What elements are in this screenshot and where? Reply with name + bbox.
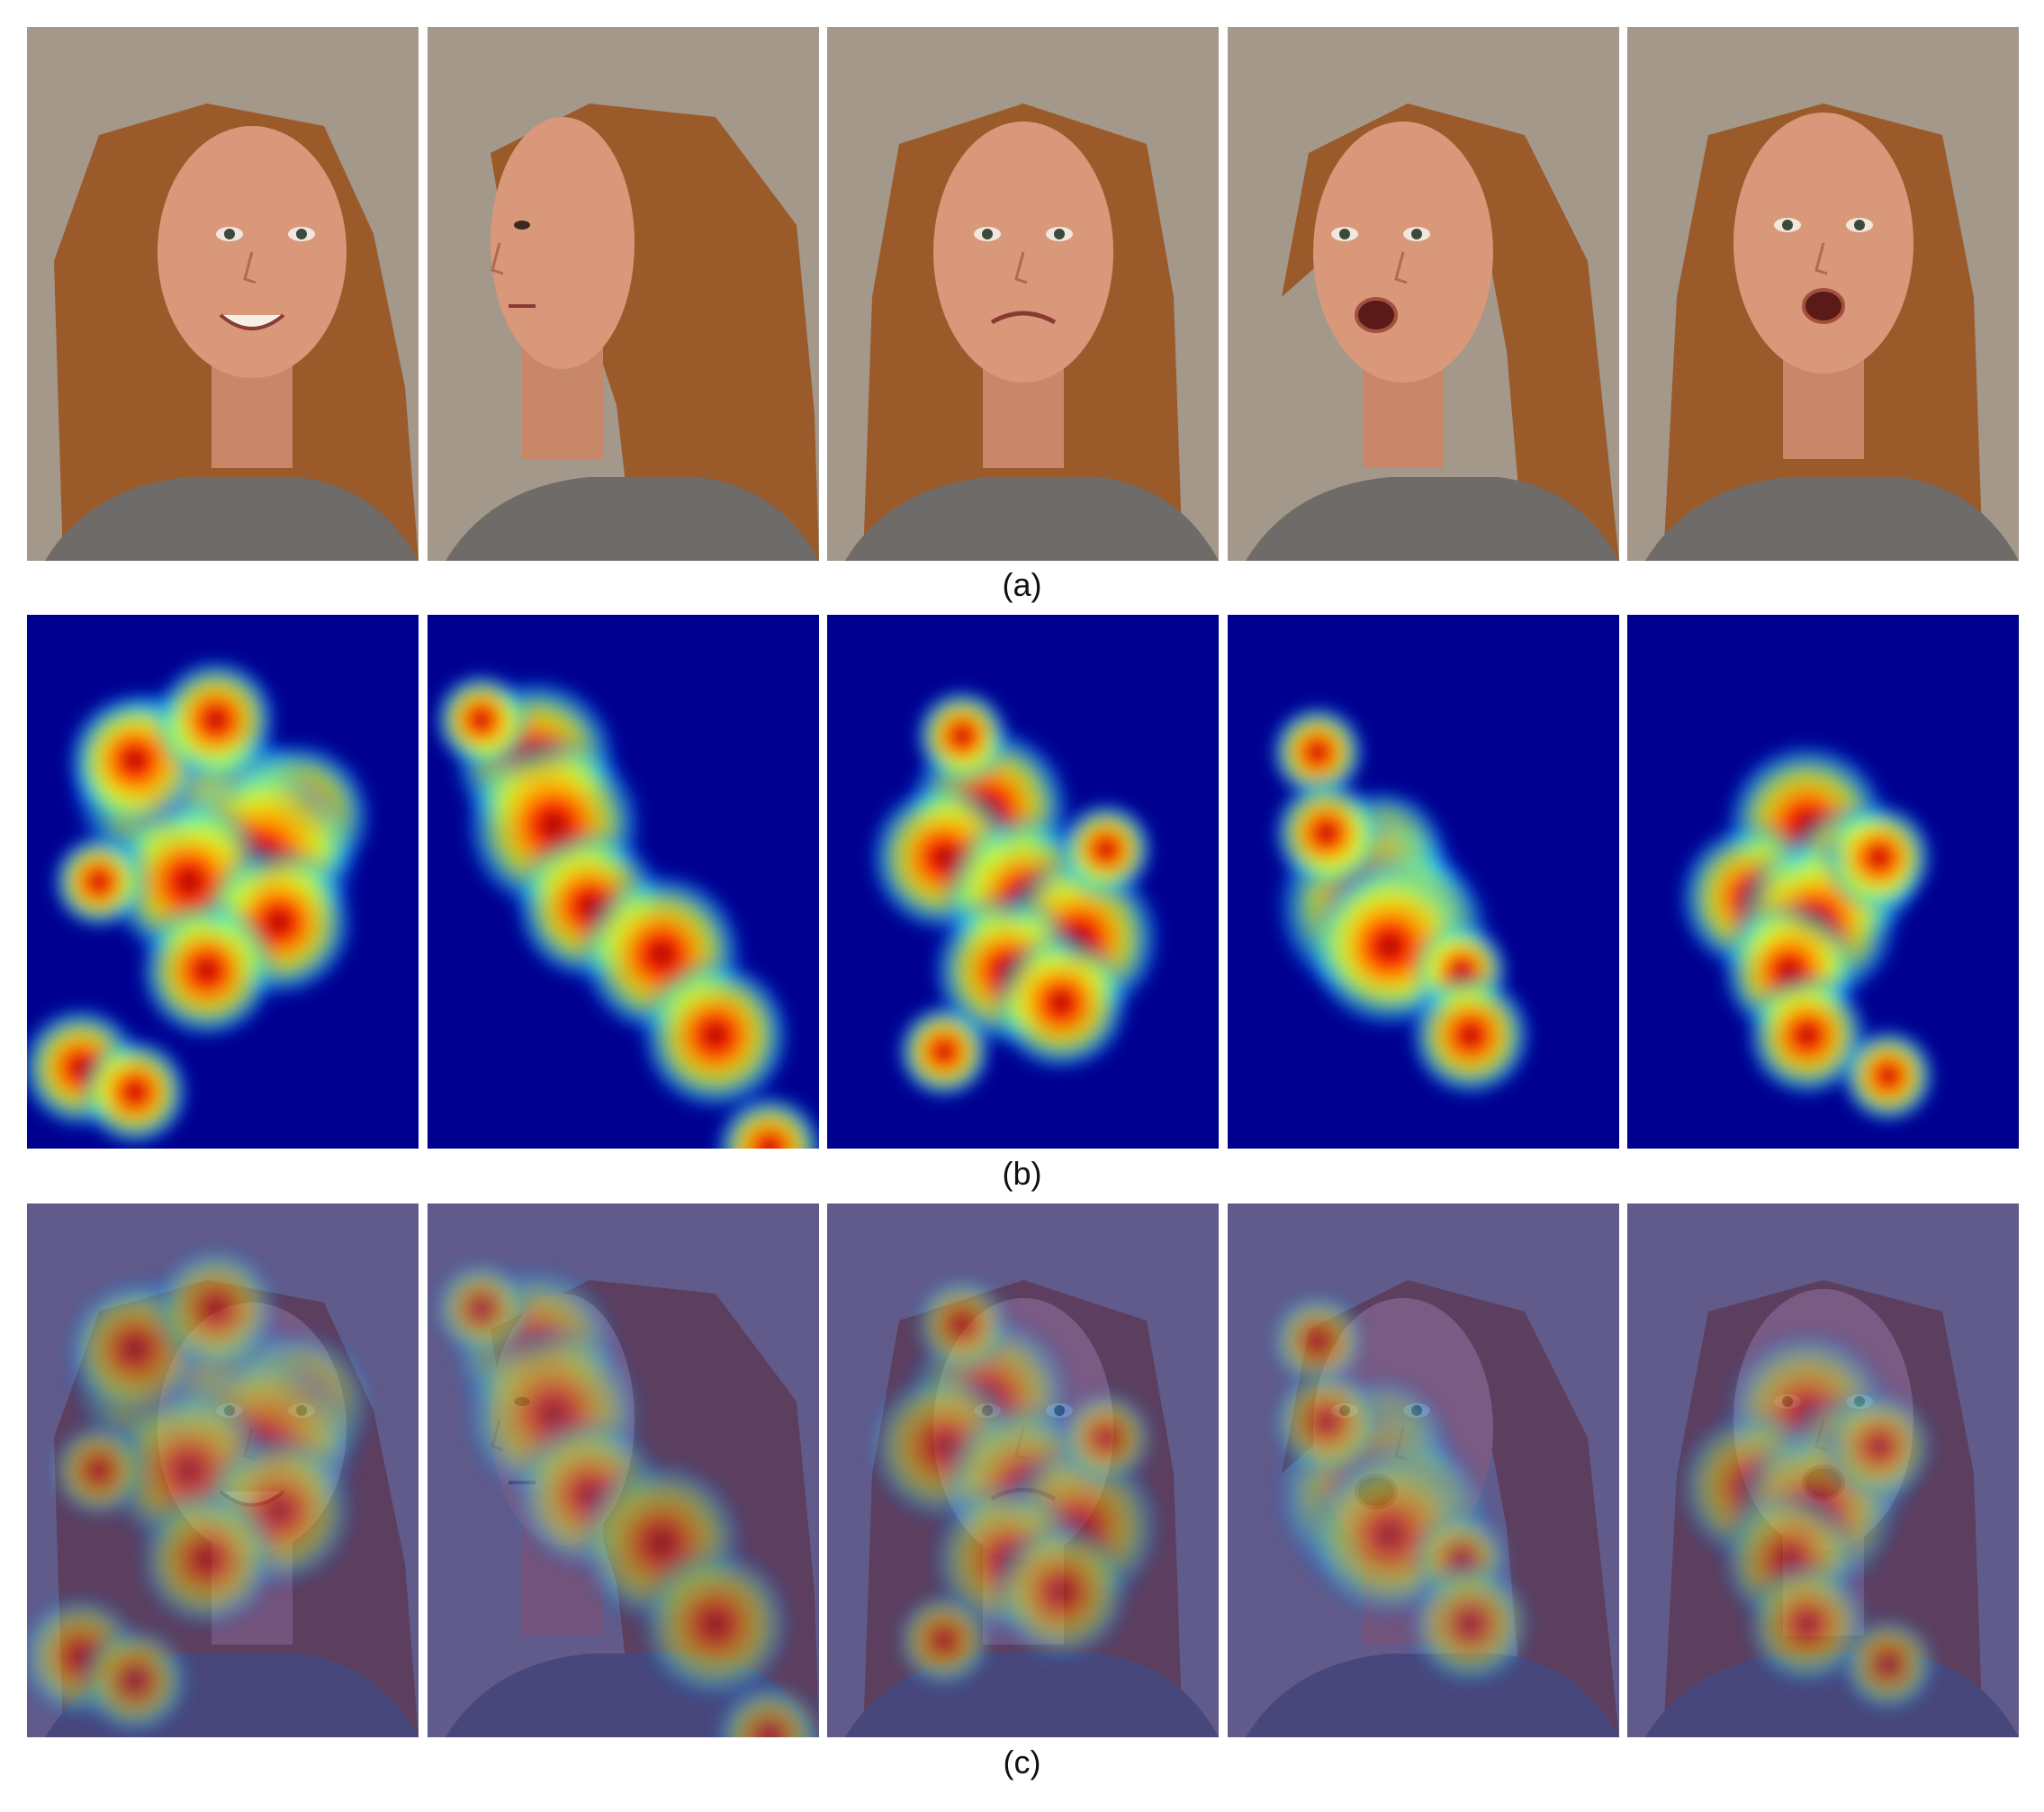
overlay-4 bbox=[1228, 1203, 1619, 1737]
face-neutral-left-profile bbox=[428, 27, 819, 561]
a-mouth bbox=[990, 311, 1057, 325]
a-iris bbox=[1782, 220, 1793, 230]
a-mouth bbox=[219, 313, 285, 330]
heatmap-3 bbox=[827, 615, 1219, 1149]
a-shirt bbox=[1246, 477, 1619, 561]
b-heat-blob bbox=[1269, 775, 1384, 891]
overlay-2-image bbox=[428, 1203, 819, 1737]
face-surprised-frontal bbox=[1627, 27, 2019, 561]
overlay-2 bbox=[428, 1203, 819, 1737]
c-heat-blob bbox=[1838, 1614, 1939, 1716]
a-nose bbox=[491, 242, 504, 275]
a-iris bbox=[1854, 220, 1865, 230]
overlay-5-image bbox=[1627, 1203, 2019, 1737]
face-surprised-right-three-quarter bbox=[1228, 27, 1619, 561]
face-happy-left-profile bbox=[27, 27, 419, 561]
overlay-row bbox=[27, 1203, 2021, 1737]
heatmap-2 bbox=[428, 615, 819, 1149]
heatmap-4 bbox=[1228, 615, 1619, 1149]
overlay-4-image bbox=[1228, 1203, 1619, 1737]
heatmap-4-image bbox=[1228, 615, 1619, 1149]
heatmap-1-image bbox=[27, 615, 419, 1149]
b-heat-blob bbox=[77, 1034, 193, 1149]
a-nose bbox=[1394, 251, 1408, 284]
face-happy-left-profile-image bbox=[27, 27, 419, 561]
a-iris bbox=[224, 229, 235, 239]
b-heat-blob bbox=[431, 669, 532, 771]
c-heat-blob bbox=[49, 1420, 149, 1521]
c-heat-blob bbox=[1822, 1388, 1937, 1504]
a-eye bbox=[514, 221, 530, 230]
caption-a: (a) bbox=[1002, 566, 1042, 603]
c-heat-blob bbox=[894, 1590, 995, 1691]
face-neutral-left-profile-image bbox=[428, 27, 819, 561]
a-mouth bbox=[1355, 297, 1398, 333]
a-mouth bbox=[1802, 288, 1845, 324]
b-heat-blob bbox=[912, 685, 1013, 787]
face-sad-frontal-image bbox=[827, 27, 1219, 561]
heatmap-3-image bbox=[827, 615, 1219, 1149]
b-heat-blob bbox=[1056, 798, 1157, 900]
c-heat-blob bbox=[1056, 1387, 1157, 1489]
caption-c: (c) bbox=[1003, 1744, 1041, 1780]
a-iris bbox=[982, 229, 993, 239]
heatmap-2-image bbox=[428, 615, 819, 1149]
b-heat-blob bbox=[49, 831, 149, 933]
a-nose bbox=[1014, 251, 1028, 284]
heatmap-row bbox=[27, 615, 2021, 1149]
a-iris bbox=[1339, 229, 1350, 239]
a-iris bbox=[296, 229, 307, 239]
c-heat-blob bbox=[1406, 1559, 1535, 1690]
a-shirt bbox=[1645, 477, 2019, 561]
b-heat-blob bbox=[636, 956, 795, 1115]
c-heat-blob bbox=[135, 1487, 279, 1632]
c-heat-blob bbox=[431, 1258, 532, 1359]
face-surprised-frontal-image bbox=[1627, 27, 2019, 561]
b-heat-blob bbox=[1267, 701, 1368, 803]
b-heat-blob bbox=[989, 931, 1133, 1076]
face-surprised-right-three-quarter-image bbox=[1228, 27, 1619, 561]
b-heat-blob bbox=[894, 1001, 995, 1103]
b-heat-blob bbox=[151, 654, 281, 785]
overlay-5 bbox=[1627, 1203, 2019, 1737]
heatmap-5 bbox=[1627, 615, 2019, 1149]
b-heat-blob bbox=[1406, 970, 1535, 1101]
c-heat-blob bbox=[1267, 1290, 1368, 1392]
c-heat-blob bbox=[151, 1243, 281, 1374]
a-iris bbox=[1411, 229, 1422, 239]
overlay-1 bbox=[27, 1203, 419, 1737]
c-heat-blob bbox=[712, 1680, 819, 1737]
overlay-3 bbox=[827, 1203, 1219, 1737]
c-heat-blob bbox=[77, 1623, 193, 1737]
c-heat-blob bbox=[1269, 1364, 1384, 1480]
b-heat-blob bbox=[1838, 1025, 1939, 1127]
overlay-3-image bbox=[827, 1203, 1219, 1737]
a-iris bbox=[1054, 229, 1065, 239]
b-heat-blob bbox=[1822, 799, 1937, 915]
a-shirt bbox=[446, 477, 819, 561]
c-heat-blob bbox=[989, 1519, 1133, 1664]
a-shirt bbox=[45, 477, 419, 561]
b-heat-blob bbox=[135, 898, 279, 1043]
a-face bbox=[491, 117, 635, 369]
caption-b: (b) bbox=[1002, 1155, 1042, 1192]
heatmap-1 bbox=[27, 615, 419, 1149]
b-heat-blob bbox=[712, 1091, 819, 1149]
face-sad-frontal bbox=[827, 27, 1219, 561]
heatmap-5-image bbox=[1627, 615, 2019, 1149]
c-heat-blob bbox=[636, 1545, 795, 1704]
photo-row bbox=[27, 27, 2021, 561]
overlay-1-image bbox=[27, 1203, 419, 1737]
a-nose bbox=[243, 251, 257, 284]
a-shirt bbox=[845, 477, 1219, 561]
a-nose bbox=[1814, 242, 1828, 275]
c-heat-blob bbox=[912, 1274, 1013, 1375]
